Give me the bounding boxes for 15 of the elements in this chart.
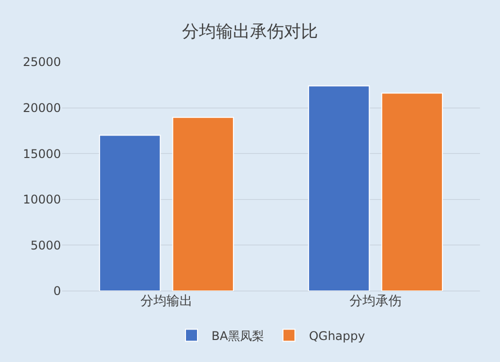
chart-title: 分均输出承伤对比 xyxy=(182,22,318,42)
bar xyxy=(99,134,161,291)
y-tick-label: 20000 xyxy=(22,101,61,115)
bar xyxy=(381,92,443,291)
y-tick-label: 15000 xyxy=(22,146,61,161)
y-tick-label: 10000 xyxy=(22,192,61,207)
y-tick-label: 5000 xyxy=(30,238,61,252)
legend-label: QGhappy xyxy=(308,328,365,343)
x-tick-label: 分均承伤 xyxy=(350,294,402,309)
bar xyxy=(308,85,370,291)
y-tick-label: 0 xyxy=(53,284,61,298)
y-tick-label: 25000 xyxy=(22,55,61,70)
bar xyxy=(172,116,234,291)
x-tick-label: 分均输出 xyxy=(140,294,192,309)
legend-label: BA黑凤梨 xyxy=(212,328,264,343)
